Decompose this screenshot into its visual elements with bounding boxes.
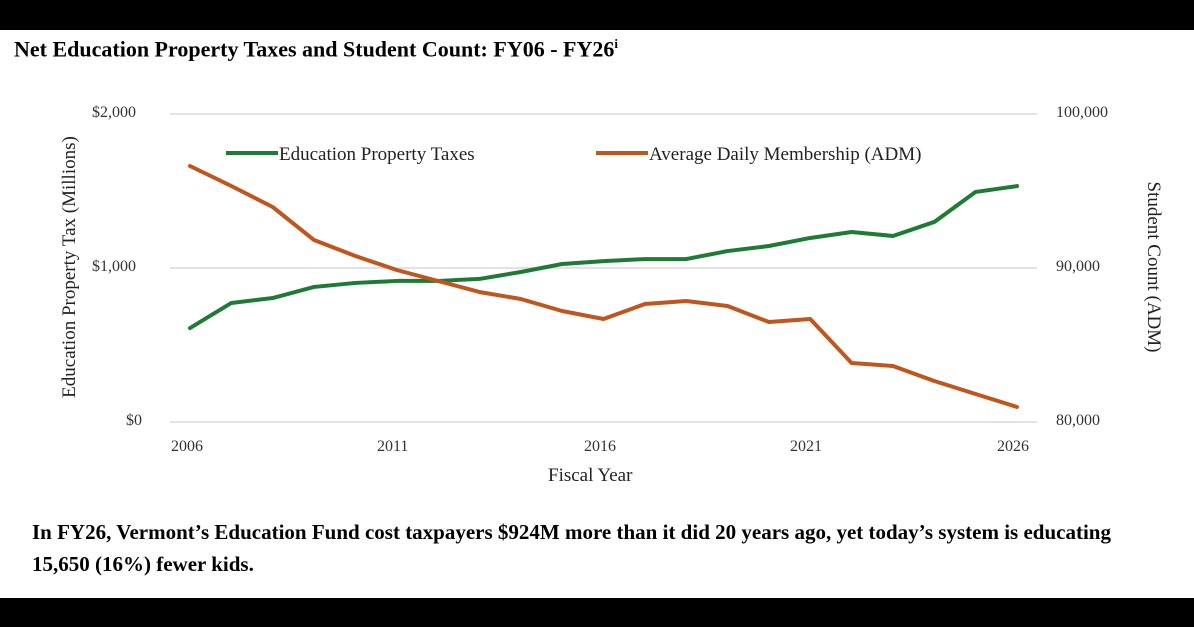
chart-page: Net Education Property Taxes and Student… [0, 30, 1194, 598]
y-tick-label: $0 [126, 412, 142, 429]
y-tick-label: $2,000 [92, 104, 136, 121]
plot-area: Education Property Taxes Average Daily Me… [170, 113, 1037, 423]
x-tick-label: 2011 [377, 438, 409, 455]
x-tick-label: 2026 [997, 438, 1029, 455]
series-line-taxes [188, 184, 1019, 331]
footer-note: In FY26, Vermont’s Education Fund cost t… [32, 520, 1111, 576]
title-footnote: i [614, 36, 618, 51]
legend-label: Education Property Taxes [279, 144, 475, 165]
series-line-adm [188, 164, 1019, 410]
y2-tick-label: 100,000 [1056, 104, 1108, 121]
x-tick-label: 2021 [790, 438, 822, 455]
y2-tick-label: 90,000 [1056, 258, 1100, 275]
legend-label: Average Daily Membership (ADM) [649, 144, 921, 165]
x-tick-label: 2006 [171, 438, 203, 455]
x-tick-label: 2016 [584, 438, 616, 455]
x-axis-label: Fiscal Year [548, 465, 633, 486]
y2-tick-label: 80,000 [1056, 412, 1100, 429]
y-tick-label: $1,000 [92, 258, 136, 275]
chart-title: Net Education Property Taxes and Student… [14, 36, 618, 62]
